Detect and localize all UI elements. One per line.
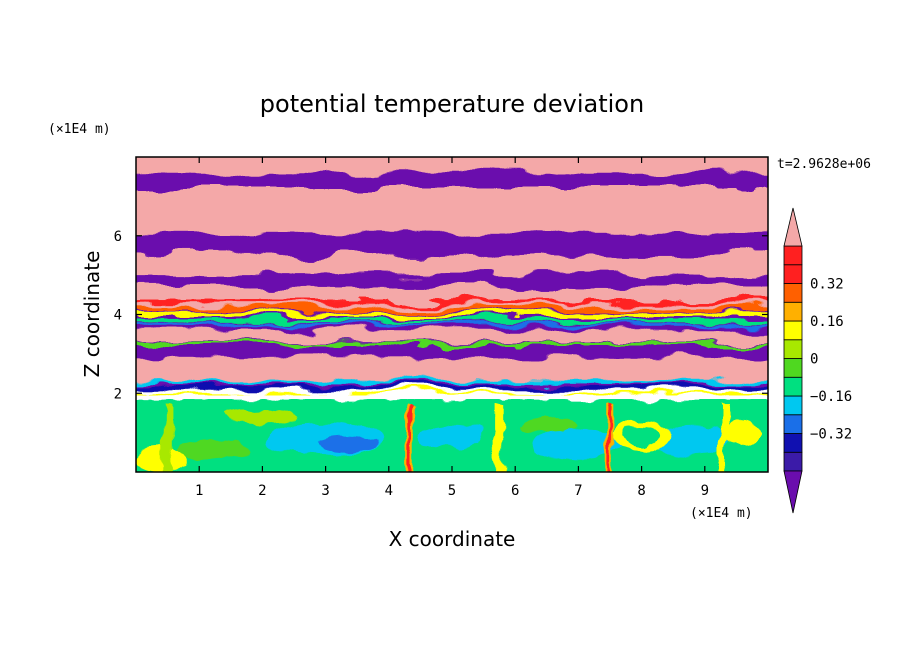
band-transition-7 xyxy=(136,392,768,396)
y-tick-label-0: 2 xyxy=(114,386,122,402)
colorbar-label-4: 0.32 xyxy=(810,277,844,293)
band-transition-8 xyxy=(136,299,768,303)
band-transition-3 xyxy=(136,323,768,327)
x-tick-label-6: 7 xyxy=(574,483,582,499)
eddy-3 xyxy=(534,428,623,461)
colorbar-segment-3 xyxy=(783,395,803,416)
band-transition-0 xyxy=(136,305,768,311)
x-tick-label-5: 6 xyxy=(511,483,519,499)
x-tick-label-0: 1 xyxy=(195,483,203,499)
band-pink-3 xyxy=(136,286,768,309)
plume-2 xyxy=(495,405,504,472)
y-tick-label-2: 6 xyxy=(114,229,122,245)
band-pink-1 xyxy=(136,188,768,232)
time-label: t=2.9628e+06 xyxy=(777,157,871,172)
colorbar-segment-4 xyxy=(783,376,803,397)
eddy-2 xyxy=(420,424,484,449)
colorbar-segment-0 xyxy=(783,451,803,472)
x-tick-label-7: 8 xyxy=(637,483,645,499)
colorbar-segment-10 xyxy=(783,264,803,284)
colorbar-segment-6 xyxy=(783,339,803,359)
colorbar: −0.32 −0.16 0 0.16 0.32 xyxy=(783,207,852,514)
eddy-11 xyxy=(723,420,762,445)
x-axis-title: X coordinate xyxy=(389,527,516,551)
x-tick-label-1: 2 xyxy=(258,483,266,499)
plume-1 xyxy=(409,405,413,472)
y-axis: 2 4 6 xyxy=(114,229,768,402)
band-transition-4 xyxy=(136,342,768,346)
colorbar-segment-9 xyxy=(783,283,803,303)
x-tick-label-3: 4 xyxy=(385,483,393,499)
eddy-9 xyxy=(622,425,661,448)
band-transition-6 xyxy=(136,385,768,390)
plume-6 xyxy=(163,405,172,472)
eddy-7 xyxy=(515,416,579,433)
eddy-5 xyxy=(173,436,250,461)
band-pink-5 xyxy=(136,357,768,382)
colorbar-segment-8 xyxy=(783,301,803,322)
x-tick-label-8: 9 xyxy=(701,483,709,499)
lower-layer-eddies xyxy=(136,399,768,472)
colorbar-label-1: −0.16 xyxy=(810,389,852,405)
eddy-6 xyxy=(224,409,301,425)
eddy-10 xyxy=(136,448,187,472)
eddy-4 xyxy=(654,426,731,455)
upper-layer-bands xyxy=(136,157,768,396)
band-pink-2 xyxy=(136,255,768,276)
colorbar-arrow-bottom xyxy=(783,470,803,514)
eddy-1 xyxy=(312,434,377,455)
y-axis-title: Z coordinate xyxy=(80,251,104,378)
x-tick-label-2: 3 xyxy=(321,483,329,499)
colorbar-segment-7 xyxy=(783,320,803,341)
colorbar-label-3: 0.16 xyxy=(810,314,844,330)
y-unit-label: (×1E4 m) xyxy=(48,122,111,137)
x-tick-label-4: 5 xyxy=(448,483,456,499)
colorbar-label-2: 0 xyxy=(810,352,818,368)
colorbar-arrow-top xyxy=(783,207,803,247)
band-transition-5 xyxy=(136,380,768,384)
contour-field xyxy=(136,157,768,472)
y-tick-label-1: 4 xyxy=(114,308,122,324)
colorbar-segment-2 xyxy=(783,414,803,434)
chart-title: potential temperature deviation xyxy=(260,90,644,118)
x-unit-label: (×1E4 m) xyxy=(690,506,753,521)
colorbar-segment-11 xyxy=(783,245,803,266)
band-transition-1 xyxy=(136,311,768,317)
colorbar-segment-1 xyxy=(783,433,803,453)
x-axis: 1 2 3 4 5 6 7 8 9 xyxy=(195,157,709,499)
band-transition-2 xyxy=(136,318,768,323)
plume-4 xyxy=(608,405,612,472)
band-pink-0 xyxy=(136,157,768,173)
plume-5 xyxy=(719,405,728,472)
band-pink-4 xyxy=(136,330,768,343)
colorbar-label-0: −0.32 xyxy=(810,427,852,443)
colorbar-segment-5 xyxy=(783,358,803,378)
